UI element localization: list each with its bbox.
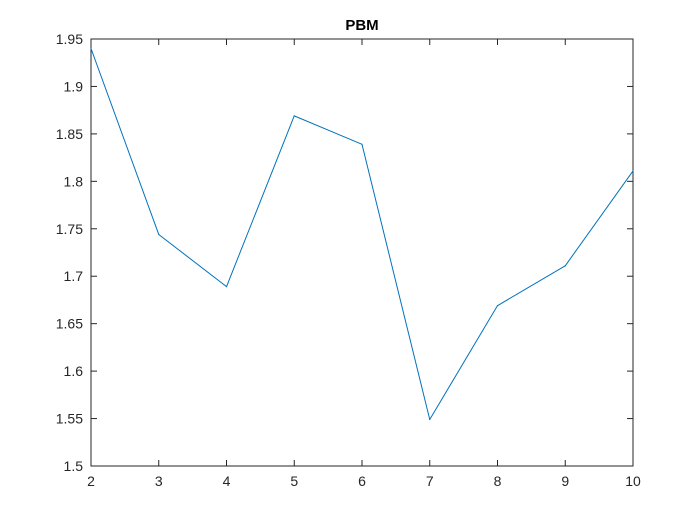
y-tick-label: 1.85 <box>56 126 83 142</box>
plot-area <box>90 38 634 467</box>
x-tick-label: 4 <box>223 473 231 489</box>
y-tick-label: 1.55 <box>56 411 83 427</box>
series-layer <box>90 47 634 421</box>
x-tick-label: 9 <box>561 473 569 489</box>
x-tick-label: 3 <box>155 473 163 489</box>
chart-title: PBM <box>345 17 378 34</box>
data-point <box>293 115 295 117</box>
x-tick-label: 7 <box>426 473 434 489</box>
data-point <box>429 418 431 421</box>
y-tick-label: 1.65 <box>56 316 83 332</box>
y-tick-label: 1.9 <box>64 78 84 94</box>
data-point <box>158 233 160 236</box>
y-tick-label: 1.5 <box>64 458 84 474</box>
y-tick-label: 1.6 <box>64 363 84 379</box>
axis-ticks: 2 3 4 5 6 7 8 9 10 1.5 1.55 1.6 1.65 1.7 1.75 1.8 1.85 1.… <box>56 31 641 489</box>
y-tick-label: 1.8 <box>64 173 84 189</box>
y-tick-label: 1.7 <box>64 268 84 284</box>
x-tick-label: 2 <box>87 473 95 489</box>
x-tick-label: 6 <box>358 473 366 489</box>
x-tick-label: 10 <box>625 473 641 489</box>
data-point <box>90 47 92 50</box>
x-tick-label: 8 <box>494 473 502 489</box>
y-tick-label: 1.95 <box>56 31 83 47</box>
y-tick-label: 1.75 <box>56 221 83 237</box>
data-point <box>496 305 499 307</box>
data-point <box>361 143 363 145</box>
data-point <box>225 286 228 288</box>
data-point <box>632 170 634 172</box>
data-point <box>564 265 566 267</box>
x-tick-label: 5 <box>290 473 298 489</box>
